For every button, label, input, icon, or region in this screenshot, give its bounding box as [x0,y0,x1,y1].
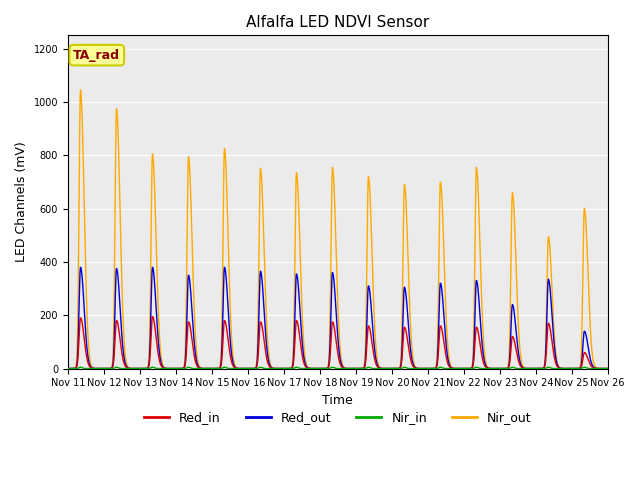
X-axis label: Time: Time [323,394,353,407]
Title: Alfalfa LED NDVI Sensor: Alfalfa LED NDVI Sensor [246,15,429,30]
Text: TA_rad: TA_rad [74,48,120,61]
Legend: Red_in, Red_out, Nir_in, Nir_out: Red_in, Red_out, Nir_in, Nir_out [139,406,536,429]
Y-axis label: LED Channels (mV): LED Channels (mV) [15,142,28,262]
